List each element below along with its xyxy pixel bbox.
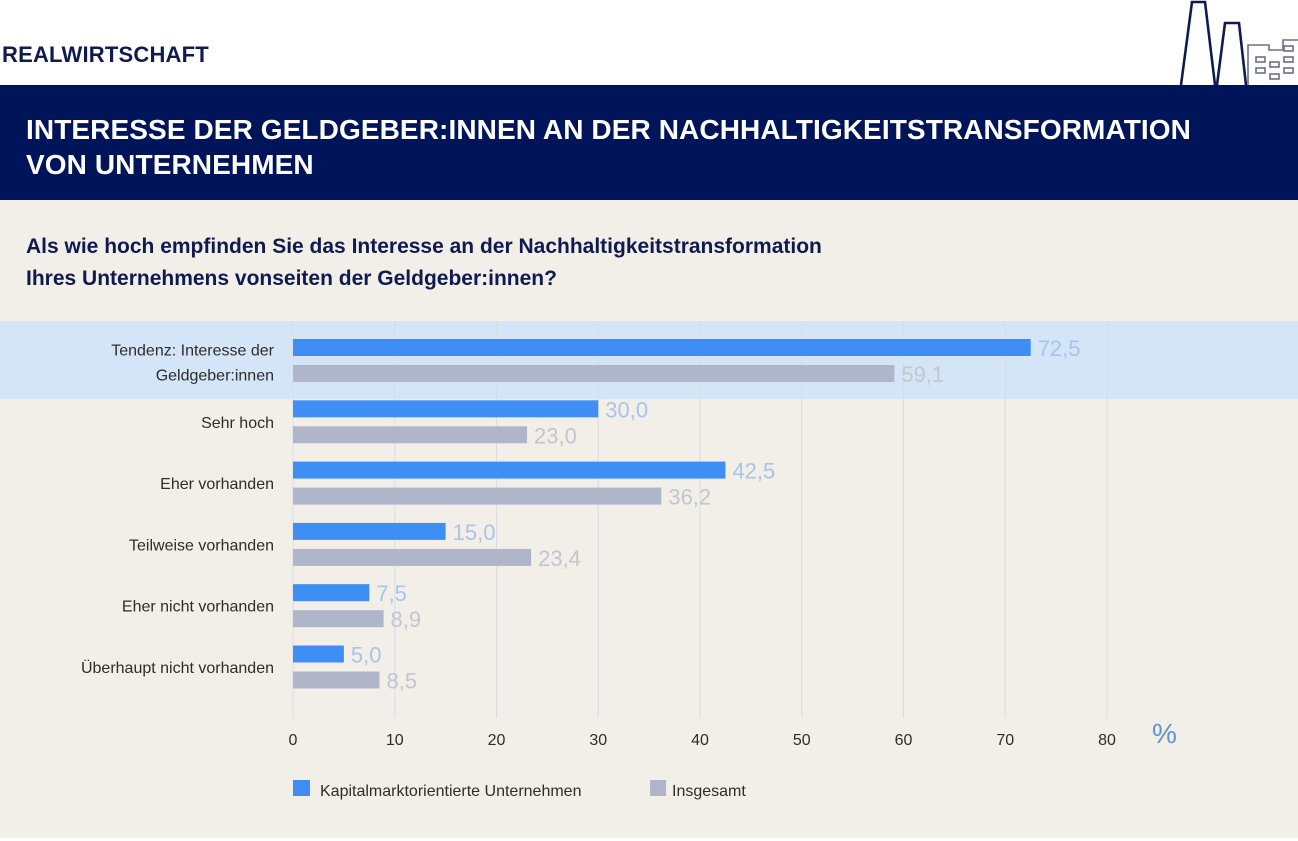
category-label: Eher nicht vorhanden: [122, 599, 274, 616]
category-label: Eher vorhanden: [160, 476, 274, 493]
x-tick-label: 30: [589, 732, 607, 749]
value-labels: 72,5 59,1 30,0 23,0 42,5 36,2 15,0 23,4 7,58,9 5,…: [351, 336, 1081, 694]
bars: [293, 339, 1031, 689]
value-label: 59,1: [901, 362, 944, 387]
bar-series2: [293, 426, 528, 444]
bar-series1: [293, 645, 344, 663]
bar-series1: [293, 584, 370, 602]
value-label: 15,0: [453, 520, 496, 545]
bar-series2: [293, 548, 532, 566]
category-label: Tendenz: Interesse der: [111, 343, 274, 360]
value-label: 8,9: [391, 607, 422, 632]
page-title: INTERESSE DER GELDGEBER:INNEN AN DER NAC…: [26, 112, 1286, 182]
legend-swatch-series1: [293, 780, 310, 796]
factory-icon: [1179, 0, 1298, 86]
top-bar: REALWIRTSCHAFT: [0, 0, 1298, 86]
x-tick-label: 70: [996, 732, 1014, 749]
x-tick-label: 0: [289, 732, 298, 749]
x-tick-label: 20: [488, 732, 506, 749]
value-label: 36,2: [668, 485, 711, 510]
category-label: Geldgeber:innen: [156, 368, 274, 385]
value-label: 5,0: [351, 643, 382, 668]
highlight-band: [0, 321, 1298, 399]
question-line-1: Als wie hoch empfinden Sie das Interesse…: [26, 235, 822, 258]
legend: Kapitalmarktorientierte Unternehmen Insg…: [293, 780, 746, 800]
category-label: Sehr hoch: [201, 415, 274, 432]
x-tick-label: 40: [691, 732, 709, 749]
value-label: 23,0: [534, 423, 577, 448]
x-tick-label: 60: [895, 732, 913, 749]
legend-swatch-series2: [650, 780, 666, 796]
bar-series1: [293, 400, 599, 418]
x-axis-ticks: 0 10 20 30 40 50 60 70 80: [289, 732, 1116, 749]
title-line-2: VON UNTERNEHMEN: [26, 149, 314, 180]
unit-label: %: [1152, 718, 1177, 749]
legend-label-series2: Insgesamt: [672, 783, 746, 800]
x-tick-label: 80: [1098, 732, 1116, 749]
gridlines: [292, 321, 1108, 718]
category-labels: Tendenz: Interesse der Geldgeber:innen Seh…: [81, 343, 275, 678]
category-label: Teilweise vorhanden: [129, 537, 274, 554]
x-tick-label: 50: [793, 732, 811, 749]
bar-series1: [293, 461, 726, 479]
legend-label-series1: Kapitalmarktorientierte Unternehmen: [320, 783, 581, 800]
chart-question: Als wie hoch empfinden Sie das Interesse…: [26, 231, 1026, 295]
bar-series2: [293, 487, 662, 505]
title-band: [0, 85, 1298, 200]
bar-series2: [293, 671, 380, 689]
title-line-1: INTERESSE DER GELDGEBER:INNEN AN DER NAC…: [26, 114, 1191, 145]
bar-series1: [293, 339, 1031, 356]
value-label: 72,5: [1038, 336, 1081, 361]
section-label: REALWIRTSCHAFT: [2, 42, 209, 67]
bar-series2: [293, 610, 384, 628]
question-line-2: Ihres Unternehmens vonseiten der Geldgeb…: [26, 267, 557, 290]
value-label: 7,5: [376, 581, 407, 606]
bar-series2: [293, 365, 895, 382]
category-label: Überhaupt nicht vorhanden: [81, 659, 274, 677]
bar-series1: [293, 522, 446, 540]
x-tick-label: 10: [386, 732, 404, 749]
bottom-border: [0, 838, 1298, 841]
value-label: 23,4: [538, 546, 581, 571]
value-label: 30,0: [605, 397, 648, 422]
value-label: 42,5: [732, 459, 775, 484]
value-label: 8,5: [386, 669, 417, 694]
